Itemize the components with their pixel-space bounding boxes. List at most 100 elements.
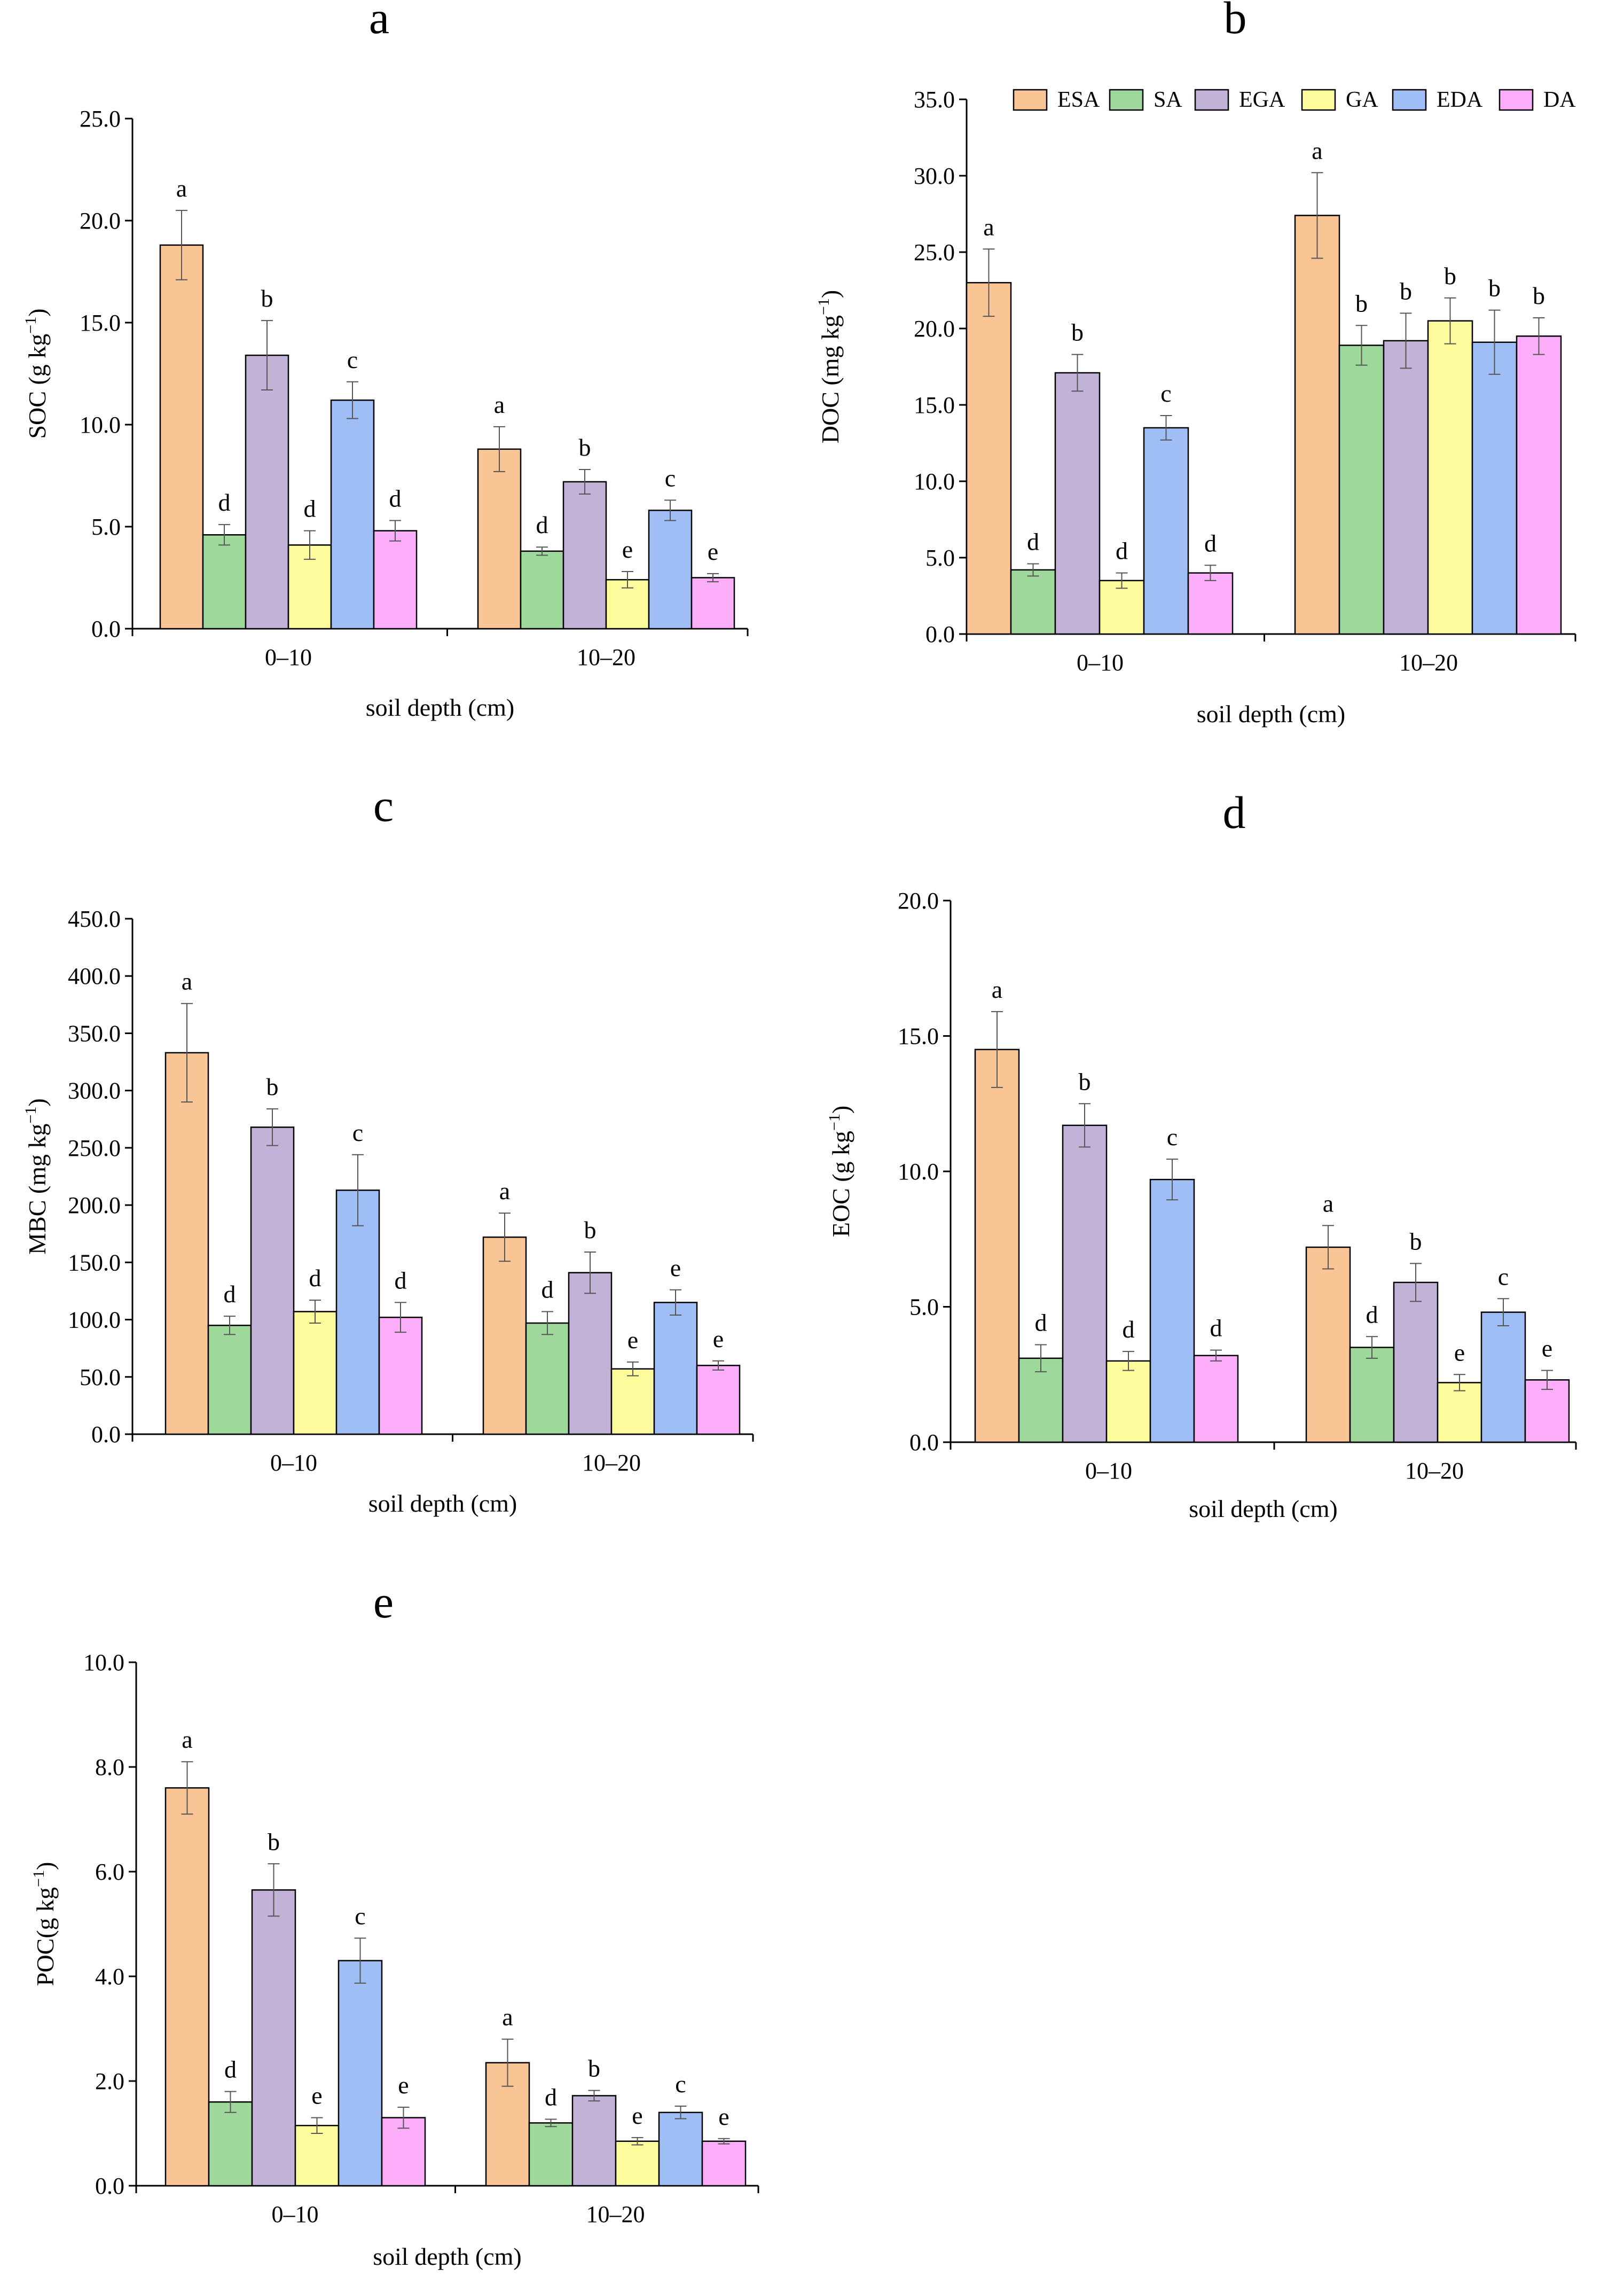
panel-letter: d [1223,787,1246,838]
x-tick-label: 0–10 [1085,1458,1132,1484]
bar-DA-1 [701,2140,747,2187]
y-tick-label: 10.0 [80,412,121,438]
bar-DA-0 [378,1317,423,1435]
y-tick-label: 10.0 [898,1159,939,1185]
bar-GA-0 [1105,1360,1151,1443]
bar-SA-1 [1349,1347,1395,1443]
x-tick-label: 10–20 [582,1450,641,1476]
y-tick-label: 10.0 [914,468,955,495]
y-axis-title-sup: −1 [815,298,833,315]
y-tick-label: 0.0 [925,621,955,647]
y-tick-label: 5.0 [925,545,955,571]
x-tick-label: 0–10 [265,644,312,670]
bar-EDA-0 [330,399,375,630]
bar-DA-0 [381,2117,426,2187]
legend-swatch-SA [1109,89,1144,111]
bar-GA-1 [1437,1382,1482,1443]
significance-label: c [355,1902,365,1929]
y-axis-title: EOC (g kg−1) [826,1106,854,1238]
y-tick-label: 5.0 [909,1294,939,1320]
y-axis-title-sup: −1 [22,317,40,334]
significance-label: b [1533,282,1545,309]
significance-label: a [499,1177,510,1205]
legend-label-ESA: ESA [1057,88,1100,112]
significance-label: d [1204,529,1217,557]
bar-DA-0 [373,530,418,630]
x-tick-label: 0–10 [272,2201,319,2227]
significance-label: e [708,538,718,565]
significance-label: a [494,391,505,418]
significance-label: d [224,1280,236,1308]
y-tick-label: 2.0 [95,2068,124,2094]
y-axis-title: MBC (mg kg−1) [22,1098,51,1255]
significance-label: b [579,434,591,461]
significance-label: e [670,1254,681,1281]
bar-DA-1 [1516,335,1562,635]
significance-label: c [1160,380,1171,407]
panel-letter: b [1224,0,1247,43]
y-tick-label: 15.0 [914,392,955,418]
y-tick-label: 200.0 [68,1192,121,1218]
significance-label: a [182,1726,192,1753]
significance-label: b [588,2055,600,2082]
y-tick-label: 35.0 [914,87,955,113]
bar-EGA-0 [250,1127,295,1435]
panel-letter: a [369,0,389,43]
y-axis-title-tail: ) [32,1862,59,1870]
bar-EDA-0 [1149,1178,1195,1443]
bar-DA-1 [696,1365,741,1435]
bar-EGA-0 [251,1889,296,2187]
significance-label: d [395,1266,407,1294]
significance-label: d [1027,528,1039,555]
y-tick-label: 50.0 [80,1364,121,1390]
legend-swatch-DA [1499,89,1534,111]
y-tick-label: 150.0 [68,1249,121,1276]
y-tick-label: 450.0 [68,906,121,932]
y-axis-title-tail: ) [23,1098,51,1106]
y-axis-title: SOC (g kg−1) [22,308,51,439]
y-tick-label: 30.0 [914,163,955,189]
bar-GA-0 [293,1311,338,1435]
bar-EGA-1 [571,2095,617,2187]
legend-swatch-EDA [1392,89,1427,111]
bar-SA-0 [207,1325,252,1435]
y-tick-label: 400.0 [68,963,121,989]
significance-label: e [1454,1339,1465,1366]
significance-label: e [718,2103,729,2130]
significance-label: c [347,346,358,373]
bar-EGA-0 [1062,1124,1108,1443]
legend-label-DA: DA [1543,88,1576,112]
x-tick-label: 0–10 [1077,650,1124,676]
y-tick-label: 6.0 [95,1859,124,1885]
bar-ESA-0 [966,281,1012,635]
significance-label: d [389,485,402,512]
significance-label: d [545,2084,557,2111]
bar-EDA-1 [1471,341,1518,635]
significance-label: a [182,968,192,995]
bar-ESA-1 [1294,215,1340,635]
bar-EGA-0 [245,354,289,630]
x-tick-label: 10–20 [577,644,636,670]
bar-GA-1 [610,1368,655,1435]
chart-panel-b: b 0.0 5.0 10.0 15.0 20.0 25.0 30.0 35.0 0–10 10–20… [815,0,1576,728]
y-axis-title-main: EOC (g kg [827,1131,854,1237]
x-axis-title: soil depth (cm) [366,694,515,721]
y-axis-title-tail: ) [23,308,51,316]
legend-label-SA: SA [1154,88,1182,112]
bar-ESA-0 [164,1052,209,1435]
significance-label: d [542,1276,554,1303]
bar-ESA-0 [159,244,204,630]
significance-label: b [1079,1068,1091,1095]
significance-label: e [1542,1335,1552,1362]
x-tick-label: 10–20 [1399,650,1458,676]
significance-label: a [992,976,1002,1003]
y-tick-label: 20.0 [898,888,939,914]
chart-panel-e: e 0.0 2.0 4.0 6.0 8.0 10.0 0–10 10–20 soil depth … [30,1576,759,2270]
panel-letter: e [373,1576,394,1628]
chart-panel-d: d 0.0 5.0 10.0 15.0 20.0 0–10 10–20 soil depth (… [826,787,1577,1522]
bar-EDA-1 [648,510,693,630]
y-tick-label: 20.0 [80,208,121,234]
significance-label: b [1410,1227,1422,1255]
bar-EDA-1 [653,1302,698,1435]
significance-label: a [1312,137,1322,164]
